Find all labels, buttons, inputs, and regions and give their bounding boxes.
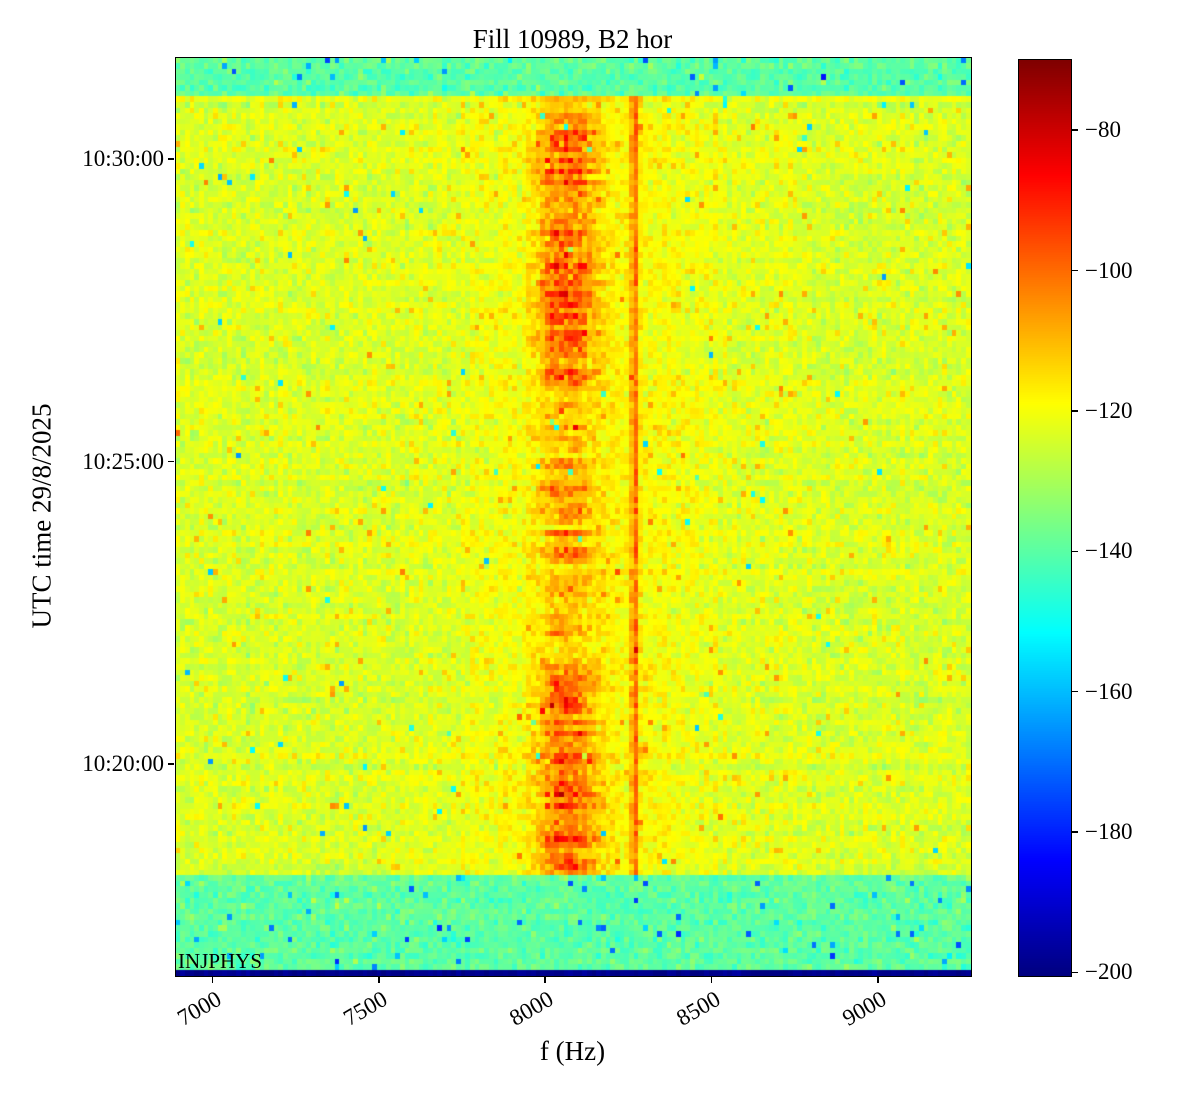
colorbar-tick-mark	[1072, 971, 1078, 974]
plot-area: INJPHYS 7000 7500 8000 8500 9000 10:30:00 10:2…	[82, 57, 972, 1031]
y-tick-mark	[168, 763, 174, 765]
x-tick-mark	[211, 977, 214, 983]
colorbar-tick-label: −120	[1085, 397, 1133, 423]
heatmap-canvas	[176, 58, 971, 976]
colorbar-tick-mark	[1072, 690, 1078, 693]
x-tick-mark	[378, 977, 380, 983]
colorbar-tick-mark	[1072, 410, 1078, 412]
y-tick-mark	[168, 460, 174, 463]
x-tick-label: 8000	[505, 986, 558, 1031]
beam-mode-annotation: INJPHYS	[178, 949, 263, 973]
x-tick-label: 7500	[339, 986, 392, 1031]
colorbar-tick-mark	[1072, 269, 1078, 272]
colorbar-canvas	[1019, 60, 1071, 976]
x-tick-mark	[877, 977, 879, 983]
y-tick-label: 10:25:00	[82, 448, 164, 474]
colorbar-tick-mark	[1072, 831, 1078, 833]
colorbar-tick-label: −180	[1085, 819, 1133, 845]
colorbar: −80 −100 −120 −140 −160 −180 −200	[1018, 59, 1132, 984]
x-tick-label: 7000	[172, 986, 226, 1031]
y-tick-mark	[168, 158, 174, 160]
colorbar-tick-mark	[1072, 550, 1078, 553]
colorbar-tick-mark	[1072, 129, 1078, 131]
x-tick-mark	[710, 977, 713, 983]
x-tick-label: 8500	[671, 986, 725, 1031]
y-tick-label: 10:30:00	[82, 145, 164, 171]
y-tick-label: 10:20:00	[82, 751, 164, 777]
x-tick-mark	[544, 977, 546, 983]
colorbar-tick-label: −160	[1085, 678, 1133, 704]
colorbar-tick-label: −80	[1085, 117, 1121, 143]
colorbar-tick-label: −140	[1085, 538, 1133, 564]
x-tick-label: 9000	[838, 986, 891, 1031]
colorbar-tick-label: −100	[1085, 257, 1133, 283]
x-axis-label: f (Hz)	[539, 1036, 606, 1066]
colorbar-tick-label: −200	[1085, 959, 1133, 985]
y-axis-label: UTC time 29/8/2025	[26, 403, 57, 629]
chart-title: Fill 10989, B2 hor	[472, 24, 673, 54]
